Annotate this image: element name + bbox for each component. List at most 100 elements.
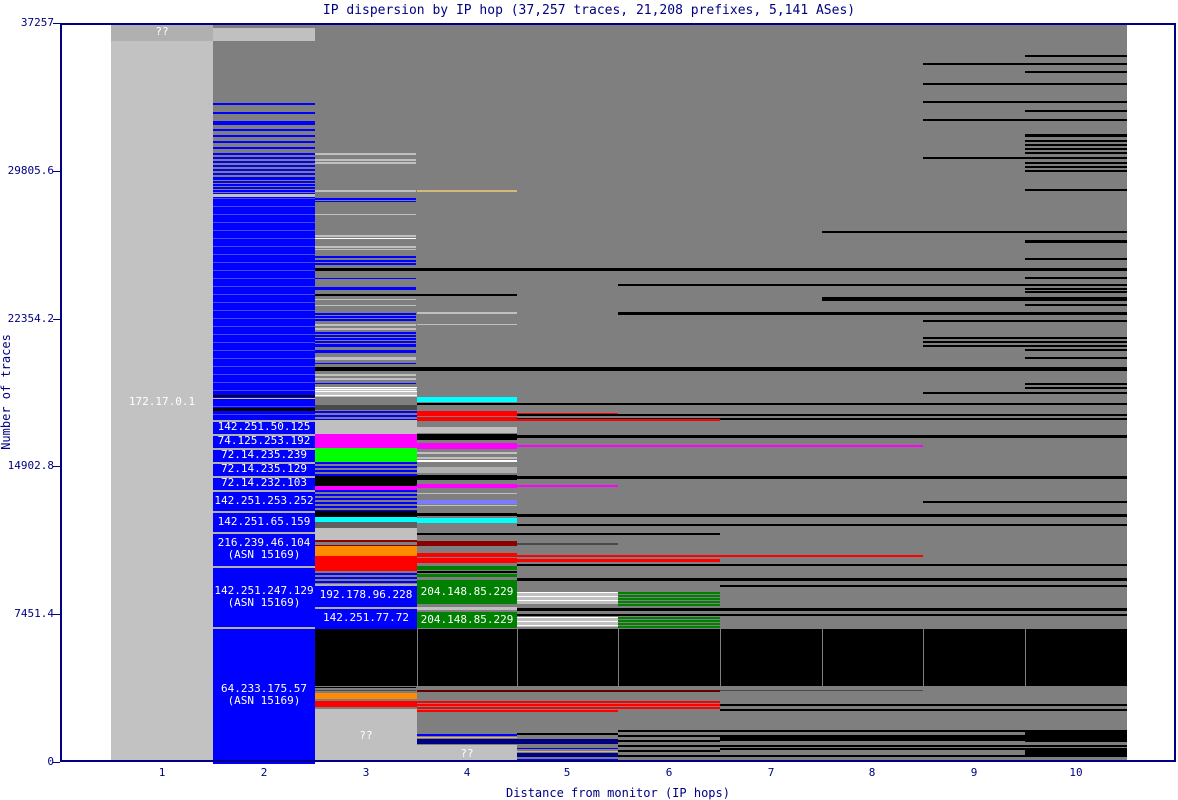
stripe-line [315, 260, 416, 262]
segment-hop-4 [417, 467, 517, 473]
segment-hop-2 [213, 532, 315, 568]
stripe-line [720, 745, 1127, 747]
stripe-line [213, 408, 315, 411]
stripe-line [315, 268, 1127, 271]
stripe-line [315, 198, 416, 200]
segment-hop-4 [417, 739, 517, 744]
segment-hop-4 [417, 443, 517, 449]
y-tick-label: 14902.8 [7, 459, 54, 473]
stripe-line [417, 312, 517, 314]
y-tick-mark [53, 170, 60, 172]
stripe-line [1025, 277, 1127, 279]
stripe-line [618, 598, 720, 600]
block-label: 142.251.65.159 [217, 514, 311, 528]
x-tick-label: 6 [665, 766, 673, 779]
stripe-line [618, 595, 720, 597]
stripe-line [923, 320, 1127, 322]
segment-hop-2 [213, 153, 315, 178]
segment-hop-5 [517, 753, 618, 757]
segment-hop-3 [315, 584, 417, 607]
x-tick-label: 8 [868, 766, 876, 779]
stripe-line [1025, 349, 1127, 351]
stripe-line [517, 751, 618, 752]
stripe-line [923, 345, 1127, 347]
segment-hop-2 [213, 28, 315, 41]
y-tick-label: 29805.6 [7, 163, 54, 177]
segment-hop-2 [213, 420, 315, 436]
block-label: 74.125.253.192 [217, 434, 311, 447]
segment-hop-4 [417, 553, 517, 563]
stripe-line [315, 328, 416, 330]
segment-hop-3 [315, 387, 417, 397]
stripe-line [517, 748, 618, 749]
block-label: 204.148.85.229 [420, 585, 514, 598]
column-separator [618, 629, 619, 686]
segment-hop-3 [315, 573, 417, 584]
block-label: 142.251.247.129 (ASN 15169) [214, 583, 314, 609]
stripe-line [618, 601, 720, 603]
stripe-line [923, 157, 1127, 159]
stripe-line [517, 555, 923, 557]
stripe-line [618, 620, 720, 622]
x-tick-label: 9 [970, 766, 978, 779]
stripe-line [923, 501, 1127, 503]
stripe-line [315, 278, 416, 279]
segment-hop-2 [213, 448, 315, 464]
y-tick-label: 22354.2 [7, 311, 54, 325]
block-label: ?? [359, 728, 373, 742]
stripe-line [315, 687, 416, 688]
stripe-line [213, 194, 315, 197]
block-label: 216.239.46.104 (ASN 15169) [217, 536, 311, 561]
stripe-line [315, 287, 416, 290]
segment-hop-1 [111, 23, 213, 41]
stripe-line [315, 690, 416, 691]
stripe-line [618, 745, 720, 747]
stripe-line [315, 214, 416, 215]
stripe-line [315, 316, 416, 318]
segment-hop-4 [417, 580, 517, 604]
y-tick-mark [53, 23, 60, 24]
segment-hop-3 [315, 511, 417, 517]
stripe-line [315, 190, 416, 192]
stripe-line [417, 607, 517, 610]
y-tick-label: 37257 [20, 16, 54, 29]
stripe-line [1025, 134, 1127, 137]
stripe-line [618, 617, 720, 619]
stripe-line [720, 709, 1127, 711]
block-label: 72.14.235.239 [220, 448, 308, 461]
segment-hop-2 [213, 198, 315, 420]
stripe-line [1025, 730, 1127, 742]
stripe-line [315, 319, 416, 321]
stripe-line [417, 737, 517, 738]
y-tick-label: 7451.4 [14, 607, 54, 621]
block-label: 172.17.0.1 [128, 394, 196, 408]
stripe-line [720, 755, 1127, 757]
segment-hop-3 [315, 486, 417, 490]
stripe-line [1025, 288, 1127, 290]
stripe-line [618, 312, 1127, 315]
y-tick-mark [53, 318, 60, 320]
segment-hop-2 [213, 178, 315, 198]
stripe-line [417, 457, 517, 459]
x-axis-title: Distance from monitor (IP hops) [506, 786, 730, 800]
stripe-line [720, 748, 1127, 750]
stripe-line [417, 707, 720, 709]
stripe-line [517, 543, 618, 545]
stripe-line [1025, 55, 1127, 57]
stripe-line [618, 750, 720, 752]
x-tick-label: 5 [563, 766, 571, 779]
segment-hop-3 [315, 607, 417, 630]
stripe-line [1025, 291, 1127, 293]
stripe-line [618, 740, 720, 742]
stripe-line [517, 578, 1127, 581]
stripe-line [315, 332, 416, 334]
segment-hop-2 [213, 123, 315, 153]
block-label: ?? [155, 25, 169, 38]
stripe-line [923, 101, 1127, 103]
stripe-line [517, 413, 618, 414]
block-label: ?? [460, 746, 474, 760]
segment-hop-3 [315, 420, 417, 434]
stripe-line [517, 559, 720, 562]
segment-hop-4 [417, 397, 517, 402]
